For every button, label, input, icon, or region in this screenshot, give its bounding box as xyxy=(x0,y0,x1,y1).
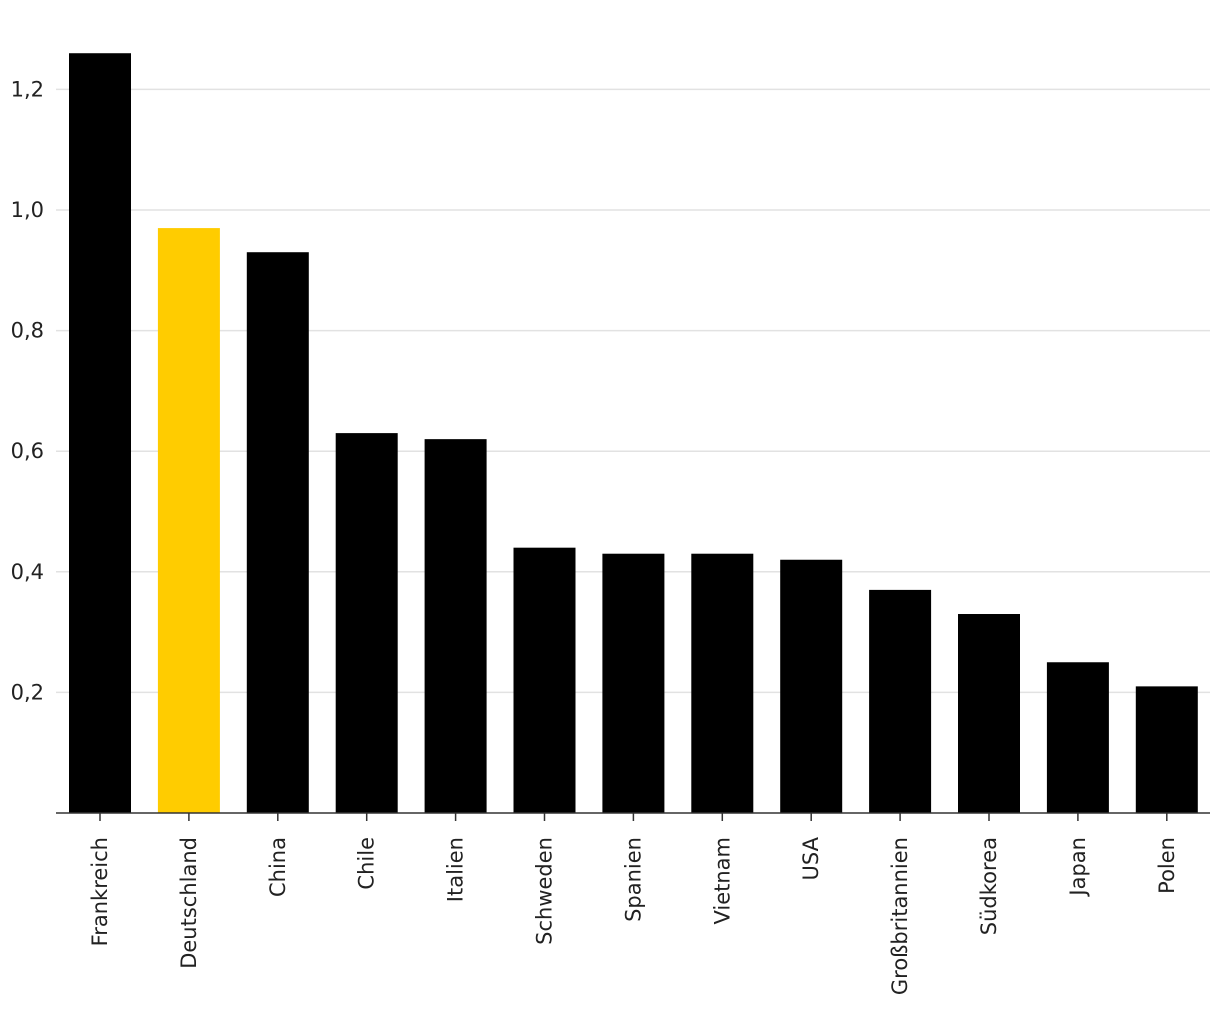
bar-schweden xyxy=(513,547,576,813)
y-tick-label: 1,0 xyxy=(11,198,44,222)
y-tick-label: 1,2 xyxy=(11,77,44,101)
y-tick-label: 0,8 xyxy=(11,319,44,343)
bar-italien xyxy=(424,439,487,813)
x-tick-label: Südkorea xyxy=(977,837,1001,935)
y-tick-label: 0,6 xyxy=(11,439,44,463)
x-tick-label: USA xyxy=(799,836,823,880)
x-tick-label: Chile xyxy=(355,837,379,890)
y-tick-label: 0,2 xyxy=(11,680,44,704)
x-tick-label: China xyxy=(266,837,290,897)
bars xyxy=(69,53,1198,814)
x-tick-label: Japan xyxy=(1066,837,1090,898)
bar-polen xyxy=(1135,686,1198,813)
bar-südkorea xyxy=(958,614,1020,813)
bar-vietnam xyxy=(691,553,754,813)
x-tick-label: Großbritannien xyxy=(888,837,912,995)
x-tick-label: Deutschland xyxy=(177,837,201,969)
x-tick-label: Polen xyxy=(1155,837,1179,894)
x-tick-label: Spanien xyxy=(621,837,645,922)
x-tick-label: Frankreich xyxy=(88,837,112,946)
bar-deutschland xyxy=(157,228,220,814)
bar-japan xyxy=(1046,662,1109,813)
x-tick-label: Italien xyxy=(444,837,468,902)
bar-usa xyxy=(780,559,843,813)
bar-chile xyxy=(335,433,398,813)
x-tick-label: Schweden xyxy=(533,837,557,945)
y-axis-ticks: 0,2 0,4 0,6 0,8 1,0 1,2 xyxy=(11,77,44,704)
bar-frankreich xyxy=(69,53,131,814)
y-tick-label: 0,4 xyxy=(11,560,44,584)
bar-großbritannien xyxy=(869,589,932,813)
bar-china xyxy=(246,252,309,813)
x-tick-label: Vietnam xyxy=(710,837,734,925)
bar-spanien xyxy=(602,553,665,813)
x-axis-ticks: Frankreich Deutschland China Chile Italien Sc… xyxy=(88,813,1179,995)
